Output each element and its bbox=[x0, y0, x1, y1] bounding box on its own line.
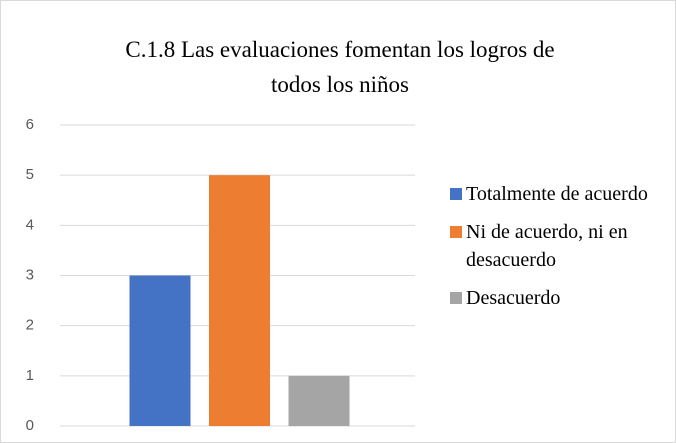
bar bbox=[209, 175, 270, 426]
y-tick-label: 2 bbox=[26, 317, 34, 334]
legend-swatch bbox=[450, 292, 462, 304]
y-tick-label: 5 bbox=[26, 166, 34, 183]
y-tick-label: 6 bbox=[26, 116, 34, 133]
bar bbox=[288, 375, 350, 426]
chart-title: C.1.8 Las evaluaciones fomentan los logr… bbox=[125, 37, 555, 97]
y-tick-label: 4 bbox=[26, 216, 34, 233]
legend-entry: Desacuerdo bbox=[450, 284, 650, 312]
legend-label: Ni de acuerdo, ni en desacuerdo bbox=[466, 221, 628, 271]
legend: Totalmente de acuerdo Ni de acuerdo, ni e… bbox=[450, 180, 650, 322]
y-tick-label: 0 bbox=[26, 417, 34, 434]
y-tick-label: 1 bbox=[26, 367, 34, 384]
bar bbox=[129, 275, 191, 426]
legend-label: Desacuerdo bbox=[466, 287, 561, 309]
legend-swatch bbox=[450, 226, 462, 238]
legend-label: Totalmente de acuerdo bbox=[466, 183, 648, 205]
legend-entry: Totalmente de acuerdo bbox=[450, 180, 650, 208]
legend-entry: Ni de acuerdo, ni en desacuerdo bbox=[450, 218, 650, 274]
legend-swatch bbox=[450, 188, 462, 200]
y-tick-label: 3 bbox=[26, 266, 34, 283]
